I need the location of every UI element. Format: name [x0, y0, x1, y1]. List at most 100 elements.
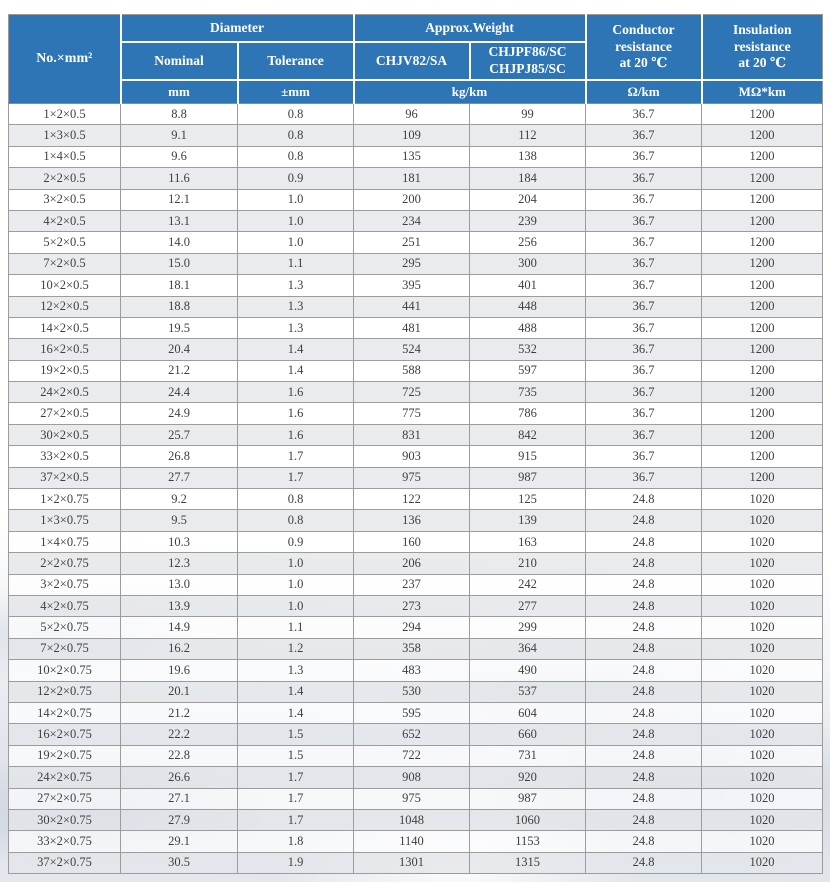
- table-cell: 4×2×0.5: [8, 209, 121, 233]
- table-cell: 14.0: [120, 231, 238, 254]
- table-cell: 237: [353, 573, 470, 596]
- table-body: 1×2×0.5 8.8 0.8 96 99 36.7 1200 1×3×0.5 9.1 0.8 10…: [8, 102, 824, 875]
- table-cell: 725: [353, 381, 470, 404]
- table-cell: 24.8: [585, 659, 703, 682]
- table-cell: 1.3: [237, 316, 354, 340]
- table-cell: 441: [353, 295, 470, 318]
- table-row: 27×2×0.5 24.9 1.6 775 786 36.7 1200: [8, 402, 824, 425]
- unit-tolerance-mm: ±mm: [236, 79, 355, 104]
- table-cell: 1.0: [237, 188, 354, 211]
- table-cell: 903: [353, 445, 470, 468]
- table-cell: 242: [468, 573, 587, 596]
- table-cell: 24.8: [585, 787, 703, 810]
- table-row: 1×3×0.75 9.5 0.8 136 139 24.8 1020: [8, 509, 824, 532]
- table-row: 19×2×0.75 22.8 1.5 722 731 24.8 1020: [8, 744, 824, 768]
- table-cell: 251: [353, 231, 470, 254]
- table-cell: 33×2×0.75: [8, 830, 121, 853]
- header-no-mm2: No.×mm²: [8, 14, 122, 104]
- table-cell: 36.7: [585, 102, 703, 126]
- header-nominal: Nominal: [119, 41, 239, 81]
- table-cell: 1.8: [237, 830, 354, 853]
- table-cell: 36.7: [585, 295, 703, 318]
- table-row: 16×2×0.75 22.2 1.5 652 660 24.8 1020: [8, 723, 824, 746]
- table-cell: 1200: [701, 231, 824, 254]
- table-cell: 1200: [701, 295, 824, 318]
- table-cell: 1020: [701, 830, 824, 853]
- table-row: 24×2×0.75 26.6 1.7 908 920 24.8 1020: [8, 766, 824, 789]
- table-cell: 1.4: [237, 701, 354, 725]
- table-cell: 10×2×0.5: [8, 274, 121, 297]
- table-cell: 8.8: [120, 102, 238, 126]
- table-cell: 24.8: [585, 616, 703, 639]
- header-tolerance: Tolerance: [236, 41, 355, 81]
- table-cell: 1020: [701, 701, 824, 725]
- table-cell: 14×2×0.75: [8, 701, 121, 725]
- table-header: No.×mm² Diameter Approx.Weight Conductor…: [8, 14, 823, 104]
- table-cell: 987: [468, 787, 587, 810]
- table-row: 12×2×0.5 18.8 1.3 441 448 36.7 1200: [8, 295, 824, 318]
- table-cell: 0.8: [237, 102, 354, 126]
- table-cell: 731: [468, 744, 587, 768]
- table-cell: 1200: [701, 423, 824, 447]
- table-row: 1×2×0.75 9.2 0.8 122 125 24.8 1020: [8, 488, 824, 511]
- table-cell: 1020: [701, 509, 824, 532]
- table-cell: 2×2×0.75: [8, 552, 121, 575]
- table-cell: 1140: [353, 830, 470, 853]
- table-cell: 1.7: [237, 808, 354, 832]
- table-cell: 364: [468, 637, 587, 661]
- table-cell: 184: [468, 167, 587, 190]
- table-cell: 1200: [701, 445, 824, 468]
- table-cell: 24.8: [585, 723, 703, 746]
- table-cell: 112: [468, 124, 587, 147]
- table-cell: 36.7: [585, 124, 703, 147]
- table-cell: 163: [468, 530, 587, 554]
- table-cell: 5×2×0.5: [8, 231, 121, 254]
- table-row: 14×2×0.5 19.5 1.3 481 488 36.7 1200: [8, 316, 824, 340]
- table-cell: 36.7: [585, 231, 703, 254]
- table-row: 4×2×0.75 13.9 1.0 273 277 24.8 1020: [8, 594, 824, 618]
- table-row: 37×2×0.5 27.7 1.7 975 987 36.7 1200: [8, 466, 824, 490]
- table-cell: 273: [353, 594, 470, 618]
- table-cell: 1.4: [237, 680, 354, 703]
- table-row: 16×2×0.5 20.4 1.4 524 532 36.7 1200: [8, 338, 824, 361]
- table-cell: 21.2: [120, 701, 238, 725]
- unit-nominal-mm: mm: [119, 79, 239, 104]
- table-cell: 1200: [701, 359, 824, 383]
- table-cell: 1×3×0.5: [8, 124, 121, 147]
- table-cell: 14×2×0.5: [8, 316, 121, 340]
- table-cell: 1.9: [237, 851, 354, 875]
- table-cell: 1020: [701, 851, 824, 875]
- table-cell: 786: [468, 402, 587, 425]
- table-cell: 1020: [701, 787, 824, 810]
- table-cell: 295: [353, 252, 470, 276]
- table-cell: 448: [468, 295, 587, 318]
- table-cell: 27.7: [120, 466, 238, 490]
- table-row: 10×2×0.5 18.1 1.3 395 401 36.7 1200: [8, 274, 824, 297]
- table-cell: 9.6: [120, 145, 238, 169]
- table-cell: 831: [353, 423, 470, 447]
- table-cell: 27×2×0.5: [8, 402, 121, 425]
- table-cell: 300: [468, 252, 587, 276]
- table-cell: 24.9: [120, 402, 238, 425]
- table-cell: 36.7: [585, 188, 703, 211]
- table-row: 30×2×0.5 25.7 1.6 831 842 36.7 1200: [8, 423, 824, 447]
- table-cell: 37×2×0.5: [8, 466, 121, 490]
- table-row: 1×4×0.5 9.6 0.8 135 138 36.7 1200: [8, 145, 824, 169]
- table-cell: 532: [468, 338, 587, 361]
- table-cell: 36.7: [585, 466, 703, 490]
- header-row-subcolumns: Nominal Tolerance CHJV82/SA CHJPF86/SC C…: [9, 41, 823, 81]
- table-cell: 530: [353, 680, 470, 703]
- table-row: 4×2×0.5 13.1 1.0 234 239 36.7 1200: [8, 209, 824, 233]
- table-row: 33×2×0.5 26.8 1.7 903 915 36.7 1200: [8, 445, 824, 468]
- table-cell: 1.5: [237, 723, 354, 746]
- table-cell: 1020: [701, 488, 824, 511]
- table-cell: 1.0: [237, 594, 354, 618]
- table-cell: 5×2×0.75: [8, 616, 121, 639]
- table-cell: 358: [353, 637, 470, 661]
- table-cell: 1200: [701, 252, 824, 276]
- table-cell: 13.9: [120, 594, 238, 618]
- table-cell: 1200: [701, 402, 824, 425]
- table-cell: 24.8: [585, 637, 703, 661]
- table-cell: 1200: [701, 466, 824, 490]
